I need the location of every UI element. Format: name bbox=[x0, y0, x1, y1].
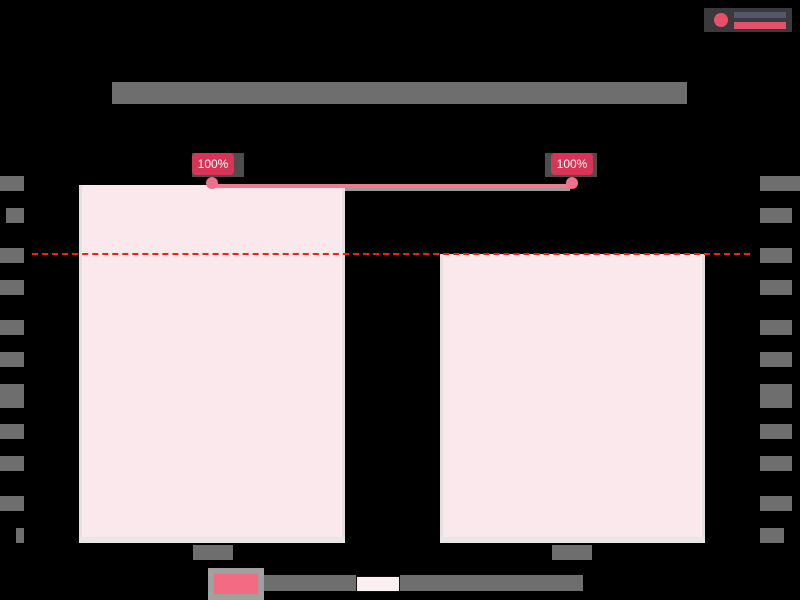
bar-category-2[interactable] bbox=[440, 254, 705, 539]
legend-label-1 bbox=[264, 575, 356, 591]
x-label-1 bbox=[193, 545, 233, 560]
line-series bbox=[212, 184, 572, 188]
logo bbox=[704, 8, 792, 32]
data-point-1[interactable] bbox=[206, 177, 218, 189]
legend-swatch-line[interactable] bbox=[208, 568, 264, 600]
bar-category-1[interactable] bbox=[79, 185, 345, 539]
legend-label-2 bbox=[400, 575, 583, 591]
bar-base-2 bbox=[440, 537, 705, 543]
data-label-1: 100% bbox=[192, 153, 234, 175]
data-label-2: 100% bbox=[551, 153, 593, 175]
logo-icon bbox=[714, 13, 728, 27]
logo-text-top bbox=[734, 12, 786, 18]
data-point-2[interactable] bbox=[566, 177, 578, 189]
chart-title bbox=[112, 82, 687, 104]
line-shadow bbox=[345, 187, 570, 191]
logo-text-bottom bbox=[734, 22, 786, 29]
bar-base-1 bbox=[79, 537, 345, 543]
legend-swatch-bar[interactable] bbox=[356, 576, 400, 592]
reference-line bbox=[32, 253, 750, 255]
x-label-2 bbox=[552, 545, 592, 560]
